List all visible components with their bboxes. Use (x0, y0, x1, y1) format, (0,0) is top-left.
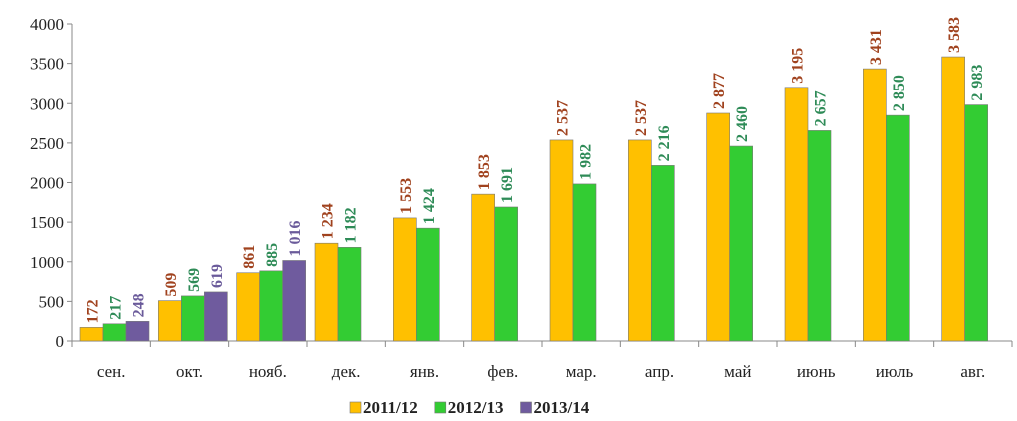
bar (572, 183, 597, 342)
legend-label: 2011/12 (363, 398, 418, 417)
value-label: 3 195 (790, 48, 807, 84)
value-label: 1 234 (320, 203, 337, 239)
y-tick-label: 500 (39, 292, 65, 311)
value-label: 619 (209, 264, 226, 288)
bar (158, 300, 182, 342)
value-label: 172 (85, 299, 102, 323)
legend-label: 2013/14 (534, 398, 590, 417)
legend-swatch (349, 401, 362, 414)
legend-swatch (520, 401, 532, 414)
x-tick-label: июнь (797, 362, 836, 381)
value-label: 885 (264, 243, 281, 267)
value-label: 248 (131, 293, 148, 317)
x-tick-label: окт. (176, 362, 203, 381)
value-label: 2 657 (813, 90, 830, 126)
value-label: 217 (108, 296, 125, 320)
x-tick-label: авг. (960, 362, 985, 381)
value-label: 1 553 (398, 178, 415, 214)
bar (259, 270, 283, 342)
value-label: 2 877 (711, 73, 728, 109)
value-label: 1 182 (343, 207, 360, 243)
value-label: 2 460 (734, 106, 751, 142)
bar (393, 217, 417, 342)
x-tick-label: апр. (645, 362, 674, 381)
x-tick-label: дек. (332, 362, 361, 381)
value-label: 509 (163, 273, 180, 297)
legend: 2011/12 2012/13 2013/14 (349, 398, 590, 417)
bar (102, 323, 127, 342)
value-label: 861 (241, 245, 258, 269)
legend-label: 2012/13 (448, 398, 504, 417)
bar (784, 87, 809, 342)
bar (79, 327, 104, 342)
value-label: 2 216 (656, 125, 673, 161)
x-tick-label: июль (876, 362, 914, 381)
value-label: 3 583 (946, 17, 963, 53)
x-tick-label: янв. (410, 362, 439, 381)
y-tick-label: 3500 (30, 55, 64, 74)
value-label: 1 691 (499, 167, 516, 203)
bar (807, 130, 832, 342)
value-label: 1 982 (578, 144, 595, 180)
x-tick-label: май (724, 362, 751, 381)
y-tick-label: 1000 (30, 253, 64, 272)
x-tick-label: мар. (566, 362, 597, 381)
bar (416, 227, 440, 342)
value-label: 1 853 (476, 154, 493, 190)
bar (729, 145, 753, 342)
bar (941, 56, 965, 342)
value-label: 2 537 (633, 100, 650, 136)
bar (314, 242, 339, 342)
bar (549, 139, 574, 342)
bar (282, 260, 306, 342)
bar (125, 321, 150, 342)
bar (181, 295, 205, 342)
x-tick-label: фев. (487, 362, 518, 381)
y-tick-label: 2000 (30, 174, 64, 193)
value-label: 2 537 (555, 100, 572, 136)
bar (964, 104, 988, 342)
x-tick-label: нояб. (249, 362, 287, 381)
bar (236, 272, 260, 342)
y-tick-label: 4000 (30, 15, 64, 34)
bar (706, 112, 730, 342)
bar (337, 247, 362, 342)
value-label: 3 431 (868, 29, 885, 65)
value-label: 2 850 (891, 75, 908, 111)
bar (886, 114, 910, 342)
x-tick-label: сен. (97, 362, 126, 381)
value-label: 569 (186, 268, 203, 292)
y-tick-label: 2500 (30, 134, 64, 153)
value-label: 2 983 (969, 65, 986, 101)
bar (863, 68, 887, 342)
value-label: 1 016 (287, 220, 304, 256)
bar (471, 193, 495, 342)
bar (494, 206, 518, 342)
value-label: 1 424 (421, 188, 438, 224)
legend-swatch (434, 401, 447, 414)
y-tick-label: 0 (56, 332, 65, 351)
y-tick-label: 3000 (30, 94, 64, 113)
bar (204, 291, 228, 342)
y-tick-label: 1500 (30, 213, 64, 232)
bar (628, 139, 652, 342)
bar (651, 165, 675, 342)
